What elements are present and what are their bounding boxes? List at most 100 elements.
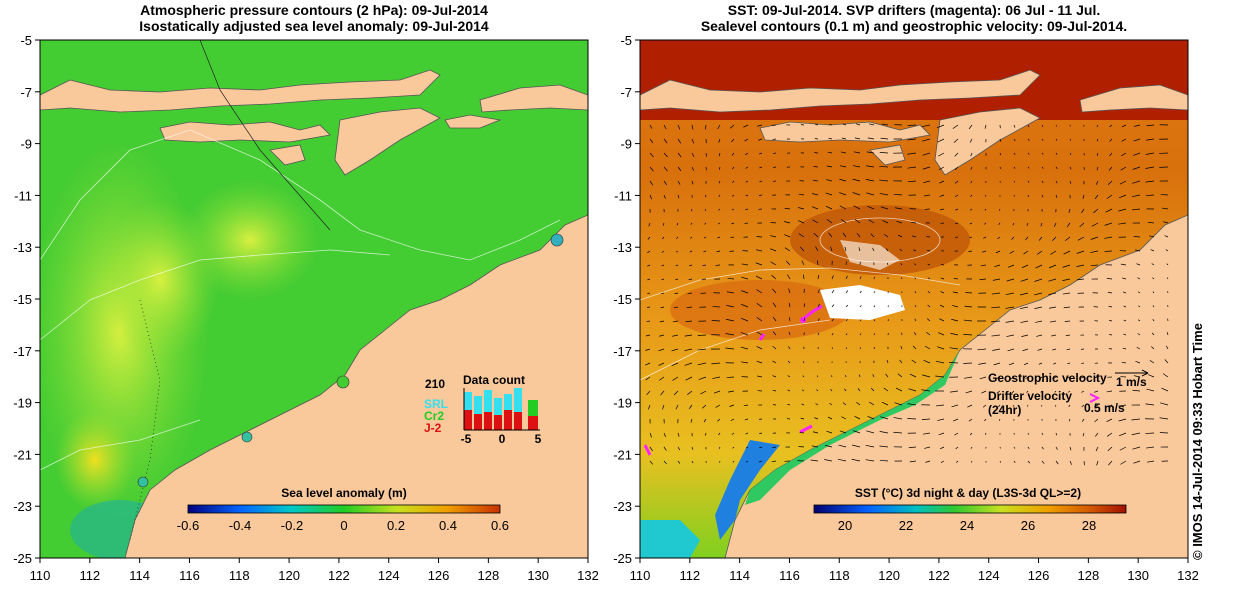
velocity-arrow	[939, 194, 945, 197]
velocity-arrow	[1081, 376, 1085, 379]
velocity-arrow	[803, 274, 805, 280]
velocity-arrow	[858, 374, 861, 378]
velocity-arrow	[1019, 292, 1029, 296]
velocity-arrow	[939, 446, 945, 450]
velocity-arrow	[1106, 278, 1113, 280]
velocity-arrow	[1150, 249, 1155, 252]
velocity-arrow	[1165, 249, 1169, 252]
velocity-arrow	[732, 460, 735, 463]
y-tick-label: -5	[20, 33, 32, 48]
velocity-arrow	[732, 166, 735, 170]
velocity-arrow	[827, 416, 833, 420]
velocity-arrow	[908, 388, 917, 392]
velocity-arrow	[1161, 387, 1169, 392]
drifter-label: Drifter velocity	[988, 389, 1072, 403]
velocity-arrow	[1049, 320, 1057, 323]
velocity-arrow	[881, 401, 889, 406]
velocity-arrow	[868, 123, 875, 126]
velocity-arrow	[1076, 278, 1085, 281]
velocity-arrow	[956, 460, 959, 463]
velocity-arrow	[1109, 124, 1113, 128]
sst-tick: 24	[960, 518, 974, 533]
velocity-arrow	[673, 306, 679, 309]
velocity-arrow	[1136, 263, 1141, 266]
velocity-arrow	[727, 277, 735, 280]
velocity-arrow	[1132, 446, 1141, 450]
velocity-arrow	[1163, 221, 1169, 224]
velocity-arrow	[856, 401, 861, 406]
velocity-arrow	[1012, 222, 1015, 226]
y-tick-label: -17	[13, 344, 32, 359]
velocity-arrow	[700, 390, 707, 395]
velocity-arrow	[662, 222, 665, 226]
velocity-arrow	[812, 179, 819, 182]
velocity-arrow	[813, 166, 819, 168]
velocity-arrow	[927, 291, 931, 294]
velocity-arrow	[984, 418, 987, 422]
velocity-arrow	[938, 432, 945, 436]
velocity-arrow	[826, 430, 833, 434]
velocity-arrow	[758, 460, 763, 463]
velocity-arrow	[788, 317, 791, 322]
velocity-arrow	[1121, 124, 1127, 128]
velocity-arrow	[955, 222, 959, 225]
velocity-arrow	[740, 317, 749, 322]
velocity-arrow	[1151, 263, 1155, 266]
velocity-arrow	[1055, 460, 1059, 465]
velocity-arrow	[1119, 180, 1127, 185]
velocity-arrow	[921, 389, 931, 392]
velocity-arrow	[649, 446, 653, 452]
inset-legend-srl: SRL	[424, 397, 448, 411]
velocity-arrow	[1055, 138, 1058, 141]
velocity-arrow	[732, 446, 735, 449]
velocity-arrow	[660, 306, 665, 309]
velocity-arrow	[1006, 334, 1015, 337]
velocity-arrow	[759, 432, 763, 434]
velocity-arrow	[787, 403, 791, 406]
velocity-arrow	[1122, 291, 1127, 294]
velocity-arrow	[1041, 446, 1044, 450]
velocity-arrow	[815, 403, 819, 406]
velocity-arrow	[771, 274, 777, 280]
velocity-arrow	[798, 233, 805, 238]
velocity-arrow	[923, 359, 931, 364]
velocity-arrow	[703, 236, 707, 239]
velocity-arrow	[1041, 180, 1044, 183]
velocity-arrow	[772, 375, 777, 378]
velocity-arrow	[1048, 306, 1057, 309]
velocity-arrow	[690, 222, 693, 225]
velocity-arrow	[870, 387, 875, 392]
sla-tick: 0	[340, 518, 347, 533]
velocity-arrow	[953, 138, 959, 143]
velocity-arrow	[662, 236, 665, 240]
velocity-arrow	[859, 290, 862, 294]
velocity-arrow	[672, 320, 679, 323]
velocity-arrow	[697, 334, 707, 336]
velocity-arrow	[1067, 376, 1071, 379]
velocity-arrow	[899, 359, 903, 364]
velocity-arrow	[935, 360, 945, 364]
velocity-arrow	[1095, 180, 1099, 185]
velocity-arrow	[1021, 334, 1029, 337]
velocity-arrow	[743, 404, 749, 407]
velocity-arrow	[1052, 236, 1057, 242]
velocity-arrow	[908, 446, 917, 449]
velocity-arrow	[1062, 278, 1071, 281]
velocity-arrow	[911, 359, 917, 364]
velocity-arrow	[704, 432, 707, 436]
velocity-arrow	[658, 376, 665, 381]
velocity-arrow	[938, 166, 945, 171]
velocity-arrow	[859, 319, 862, 322]
velocity-arrow	[886, 360, 889, 364]
velocity-arrow	[756, 375, 763, 378]
velocity-arrow	[1041, 166, 1044, 169]
velocity-arrow	[1063, 250, 1071, 255]
velocity-arrow	[926, 318, 931, 322]
velocity-arrow	[1120, 263, 1127, 266]
velocity-arrow	[968, 418, 973, 422]
x-tick-label: 128	[1078, 568, 1100, 583]
velocity-arrow	[1051, 334, 1057, 337]
velocity-arrow	[1093, 208, 1099, 214]
velocity-arrow	[801, 260, 805, 266]
velocity-arrow	[1069, 180, 1072, 184]
